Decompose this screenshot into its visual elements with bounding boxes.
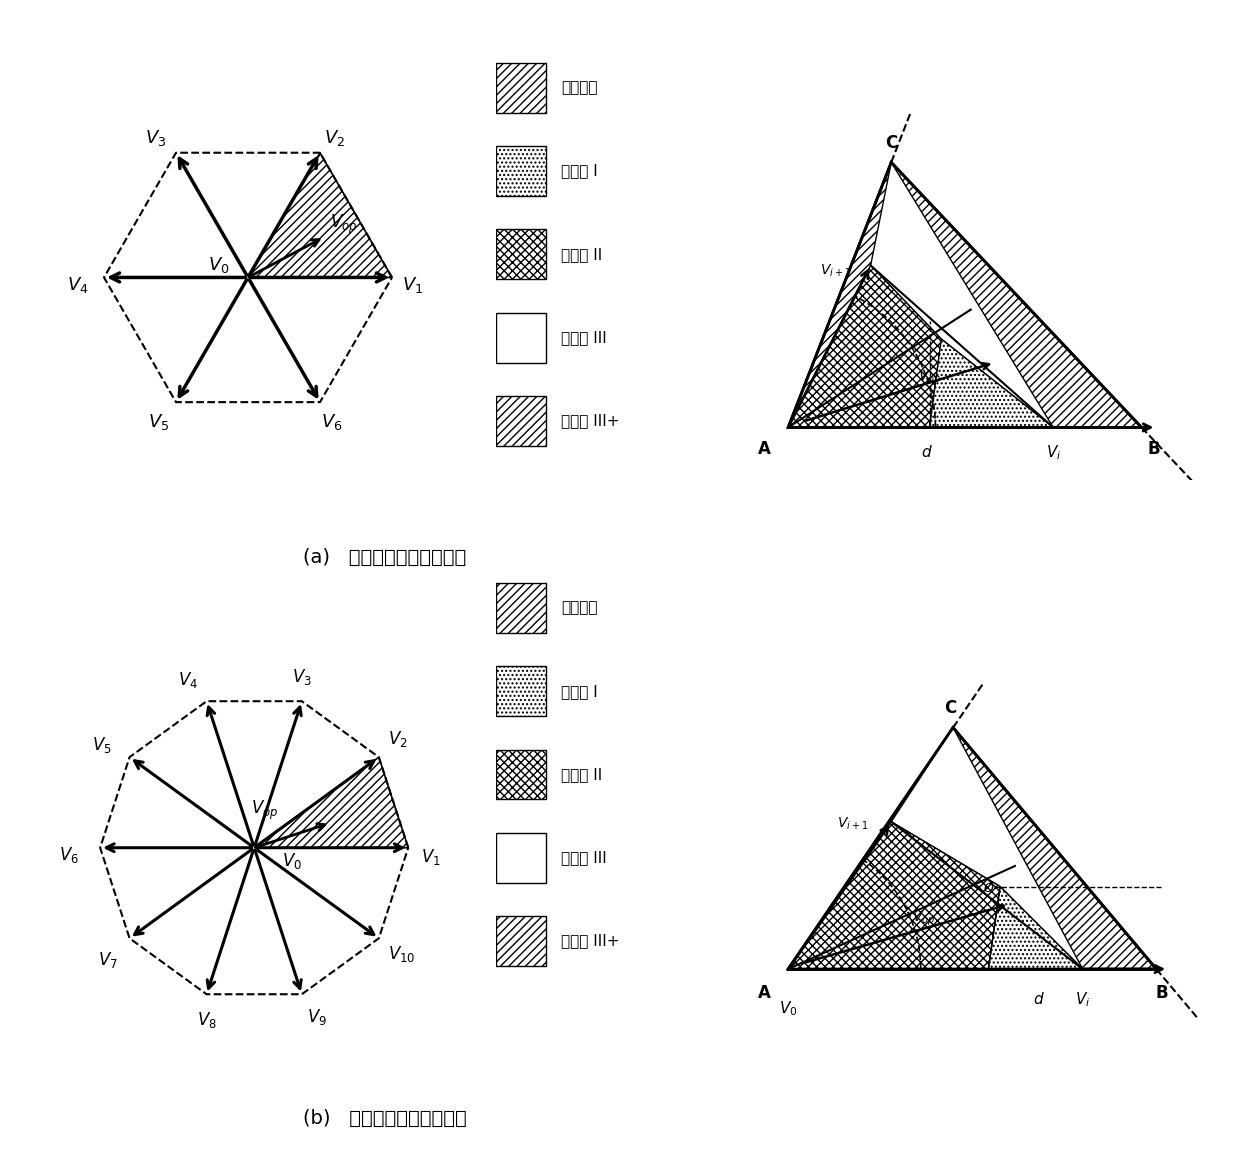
Text: 子区域 III+: 子区域 III+ [560,414,620,428]
Text: $V_6$: $V_6$ [321,413,342,432]
Text: $V_i$: $V_i$ [1075,991,1090,1009]
Text: $V_9$: $V_9$ [308,1007,327,1028]
Text: (a)   三相永磁永磁同步电机: (a) 三相永磁永磁同步电机 [303,548,466,568]
Text: 子区域 II: 子区域 II [560,768,603,781]
Text: $V_3$: $V_3$ [291,667,311,687]
Text: $V_{i+1}$: $V_{i+1}$ [837,816,869,832]
Text: $V_0$: $V_0$ [779,999,797,1018]
Text: $V_0$: $V_0$ [281,851,301,872]
Text: $V_4$: $V_4$ [67,275,89,295]
Bar [496,832,546,883]
Text: 所选扇区: 所选扇区 [560,601,598,615]
Text: (b)   五相永磁永磁同步电机: (b) 五相永磁永磁同步电机 [303,1109,466,1128]
Text: B: B [1147,440,1159,458]
Text: C: C [944,699,956,717]
Text: 子区域 I: 子区域 I [560,164,598,178]
Bar [496,395,546,446]
Polygon shape [988,887,1083,969]
Bar [496,146,546,197]
Text: $V_0$: $V_0$ [208,255,229,275]
Text: $V_1$: $V_1$ [402,275,423,295]
Text: A: A [758,440,771,458]
Text: $d$: $d$ [921,444,932,460]
Text: $V_i$: $V_i$ [1045,443,1061,461]
Text: $V_{op}$: $V_{op}$ [911,910,935,928]
Text: $V_2$: $V_2$ [388,728,407,749]
Text: $V_2$: $V_2$ [324,128,345,148]
Bar [496,916,546,966]
Text: $O$: $O$ [983,882,994,896]
Bar [496,666,546,717]
Text: B: B [1156,985,1168,1002]
Polygon shape [789,822,1001,969]
Bar [496,312,546,363]
Text: $V_4$: $V_4$ [179,669,198,690]
Text: $V_7$: $V_7$ [98,950,118,970]
Text: $d$: $d$ [1033,992,1044,1007]
Bar [496,749,546,800]
Text: 子区域 I: 子区域 I [560,684,598,698]
Text: C: C [885,134,898,151]
Text: $V_{op}$: $V_{op}$ [330,213,357,236]
Text: 子区域 III: 子区域 III [560,331,606,344]
Text: $V_5$: $V_5$ [148,413,170,432]
Polygon shape [870,162,1053,428]
Text: $V_{10}$: $V_{10}$ [388,943,415,964]
Text: A: A [758,985,771,1002]
Text: $V_{op}$: $V_{op}$ [252,799,279,822]
Bar [496,62,546,113]
Text: $V_5$: $V_5$ [92,735,112,755]
Text: $V_3$: $V_3$ [145,128,166,148]
Text: $V_8$: $V_8$ [197,1010,217,1030]
Text: $V_1$: $V_1$ [422,847,441,867]
Text: $V_{i+1}$: $V_{i+1}$ [820,262,851,279]
Text: 子区域 III: 子区域 III [560,851,606,865]
Text: 子区域 II: 子区域 II [560,247,603,261]
Polygon shape [930,339,1053,428]
Text: 子区域 III+: 子区域 III+ [560,934,620,948]
Polygon shape [789,266,941,428]
Text: $V_6$: $V_6$ [60,845,79,866]
Bar [496,583,546,633]
Bar [496,229,546,280]
Text: $V_{op}$: $V_{op}$ [918,369,941,387]
Text: 所选扇区: 所选扇区 [560,81,598,95]
Polygon shape [892,727,1083,969]
